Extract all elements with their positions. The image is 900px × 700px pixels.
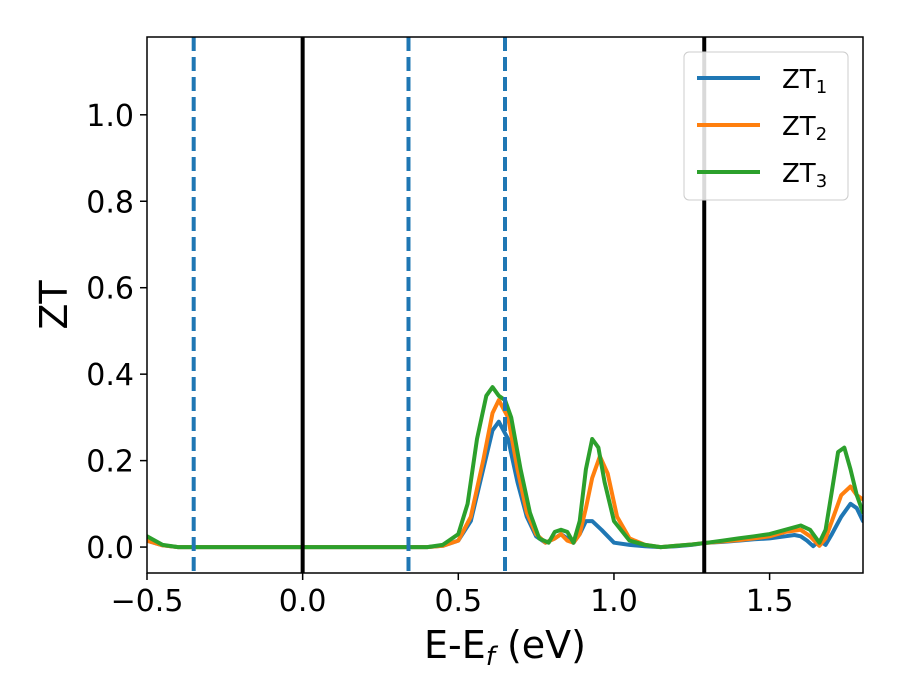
legend-label-zt3: ZT3: [782, 159, 827, 192]
x-axis-label-main: E-E: [424, 623, 486, 667]
axes-frame: [146, 36, 864, 574]
series-line-zt2: [147, 398, 863, 550]
x-tick-label: 1.5: [746, 584, 794, 619]
legend-label-zt1: ZT1: [782, 65, 827, 98]
legend: ZT1 ZT2 ZT3: [683, 51, 849, 201]
x-tick-label: 1.0: [590, 584, 638, 619]
y-tick-label: 0.6: [86, 272, 134, 307]
legend-box: [683, 51, 849, 201]
axis-ticks: −0.5 0.0 0.5 1.0 1.5 0.0 0.2 0.4 0.6 0.8 1.0: [86, 99, 793, 619]
y-tick-label: 0.0: [86, 531, 134, 566]
x-tick-label: 0.0: [279, 584, 327, 619]
y-tick-label: 0.2: [86, 445, 134, 480]
y-axis-label: ZT: [32, 280, 76, 330]
x-tick-label: −0.5: [111, 584, 184, 619]
y-tick-label: 1.0: [86, 99, 134, 134]
x-axis-label: E-Ef (eV): [424, 623, 586, 672]
y-tick-label: 0.8: [86, 185, 134, 220]
x-axis-label-unit: (eV): [495, 623, 586, 667]
plot-area: [147, 37, 863, 573]
series-line-zt3: [147, 385, 863, 550]
y-tick-label: 0.4: [86, 358, 134, 393]
x-tick-label: 0.5: [434, 584, 482, 619]
legend-label-zt2: ZT2: [782, 112, 827, 145]
